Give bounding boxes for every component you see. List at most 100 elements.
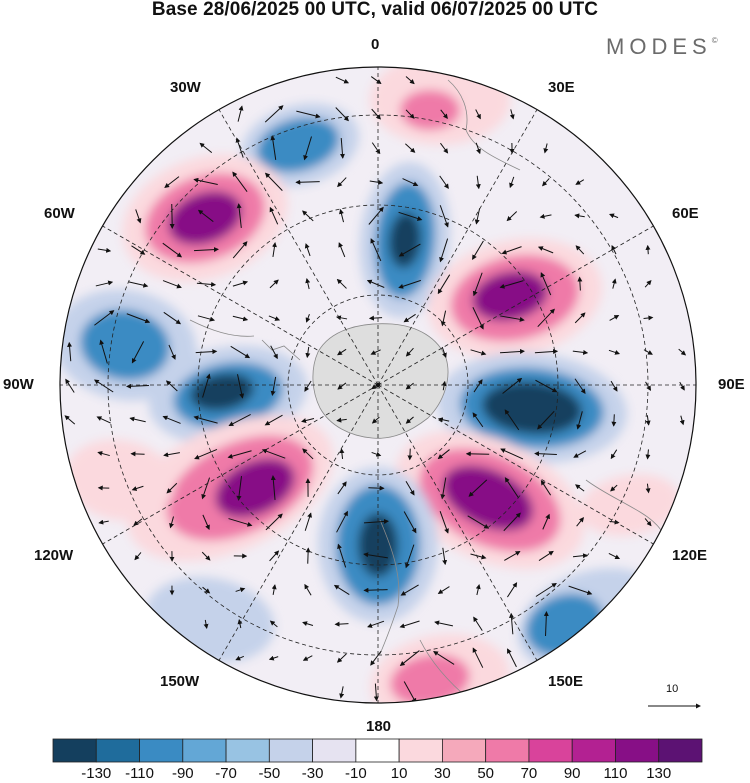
wind-arrow <box>126 383 149 389</box>
wind-arrow <box>609 213 619 219</box>
wind-arrow <box>193 177 218 186</box>
wind-arrow <box>441 380 447 391</box>
wind-arrow <box>338 242 346 258</box>
meridian-line <box>218 109 379 386</box>
wind-arrow <box>166 482 178 494</box>
wind-arrow <box>337 543 347 568</box>
wind-arrow <box>265 513 283 531</box>
colorbar-tick-label: -90 <box>171 765 194 782</box>
wind-arrow <box>440 310 447 327</box>
wind-arrow <box>502 377 523 394</box>
meridian-line <box>102 225 379 386</box>
vector-reference-label: 10 <box>666 683 679 695</box>
wind-arrow <box>336 278 347 289</box>
wind-arrow <box>499 348 525 354</box>
wind-arrow <box>645 449 651 460</box>
wind-arrow <box>609 315 620 321</box>
wind-arrow <box>475 142 481 155</box>
wind-arrow <box>501 246 522 255</box>
colorbar-swatch <box>528 738 573 763</box>
wind-arrow <box>507 648 517 668</box>
wind-arrow <box>509 176 515 189</box>
anomaly-contour <box>65 439 175 521</box>
anomaly-contour <box>472 271 548 321</box>
wind-arrow <box>371 108 381 120</box>
anomaly-contour <box>190 373 254 411</box>
wind-arrow <box>366 279 385 288</box>
wind-arrow <box>371 142 381 155</box>
wind-arrow <box>608 552 621 560</box>
wind-arrow <box>169 516 175 529</box>
wind-arrow <box>302 655 313 661</box>
wind-arrow <box>131 245 146 255</box>
wind-arrow <box>439 511 449 534</box>
wind-arrow <box>94 310 115 326</box>
wind-arrow <box>645 415 651 426</box>
wind-arrow <box>472 647 484 668</box>
wind-arrow <box>537 308 555 328</box>
wind-arrow <box>337 481 347 495</box>
wind-arrow <box>473 616 483 631</box>
wind-arrow <box>202 586 211 594</box>
wind-arrow <box>264 172 283 191</box>
wind-arrow <box>336 417 347 423</box>
wind-arrow <box>398 243 421 257</box>
lon-label-90e: 90E <box>718 376 745 393</box>
wind-arrow <box>433 651 455 665</box>
wind-arrow <box>405 109 415 119</box>
wind-arrow <box>503 512 521 532</box>
colorbar-swatch <box>398 738 443 763</box>
wind-arrow <box>371 416 380 424</box>
wind-arrow <box>199 142 213 154</box>
wind-arrow <box>542 513 550 530</box>
wind-arrow <box>572 553 588 559</box>
wind-arrow <box>95 280 114 287</box>
wind-arrow <box>509 109 515 120</box>
graticule <box>60 67 696 703</box>
wind-arrow <box>543 143 549 154</box>
wind-arrow <box>301 418 315 423</box>
wind-arrow <box>368 206 384 225</box>
wind-arrow <box>643 349 653 355</box>
colorbar-tick-label: 10 <box>390 765 408 782</box>
wind-arrow <box>367 620 385 628</box>
colorbar-tick-label: 110 <box>603 765 628 782</box>
wind-arrow <box>574 213 585 219</box>
wind-arrow <box>302 621 314 627</box>
wind-arrow <box>405 382 414 390</box>
wind-arrow <box>335 76 350 84</box>
wind-arrow <box>398 211 423 221</box>
wind-arrow <box>202 373 211 398</box>
wind-arrow <box>131 485 144 491</box>
wind-arrow <box>645 483 651 494</box>
anomaly-contour <box>580 474 680 536</box>
wind-arrow <box>268 655 279 661</box>
wind-arrow <box>197 209 214 223</box>
meridian-line <box>377 109 538 386</box>
wind-arrow <box>678 348 687 356</box>
wind-arrow <box>540 272 552 296</box>
wind-arrow <box>534 451 557 457</box>
wind-arrow <box>232 280 249 287</box>
wind-arrow <box>405 416 414 424</box>
wind-arrow <box>93 379 114 393</box>
colorbar-tick-label: 50 <box>477 765 494 782</box>
wind-arrow <box>500 448 524 460</box>
anomaly-contour <box>388 212 422 268</box>
wind-arrow <box>64 415 76 425</box>
wind-arrow <box>368 485 385 491</box>
wind-arrow <box>576 411 583 430</box>
wind-arrow <box>370 650 382 666</box>
wind-arrow <box>304 243 311 257</box>
wind-arrow <box>611 278 617 289</box>
wind-arrow <box>270 376 277 397</box>
colorbar-swatch <box>441 738 487 763</box>
colorbar-swatch <box>52 738 97 763</box>
lon-label-150e: 150E <box>548 673 584 690</box>
wind-arrow <box>201 551 211 561</box>
wind-arrow <box>304 583 312 596</box>
colorbar-swatch <box>658 738 703 763</box>
wind-arrow <box>574 312 586 324</box>
wind-arrow <box>334 621 349 627</box>
